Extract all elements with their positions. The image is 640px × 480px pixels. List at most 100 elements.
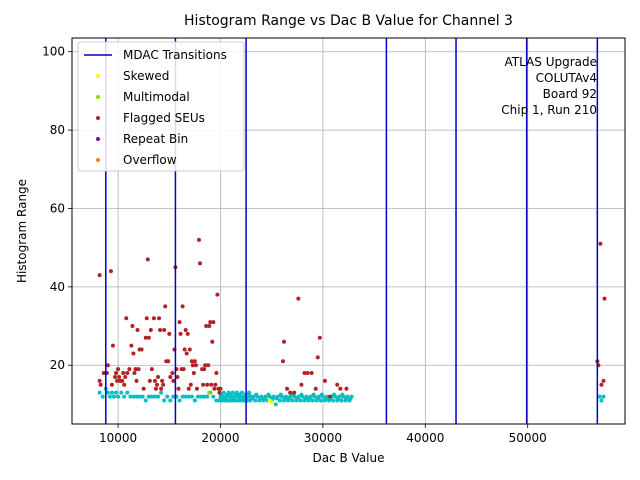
flagged-seu-point bbox=[207, 324, 212, 329]
flagged-seu-point bbox=[186, 386, 191, 391]
flagged-seu-point bbox=[115, 378, 120, 383]
flagged-seu-point bbox=[123, 374, 128, 379]
flagged-seu-point bbox=[218, 386, 223, 391]
normal-point bbox=[290, 398, 295, 403]
flagged-seu-point bbox=[281, 339, 286, 344]
flagged-seu-point bbox=[182, 347, 187, 352]
normal-point bbox=[97, 390, 102, 395]
flagged-seu-point bbox=[117, 374, 122, 379]
flagged-seu-point bbox=[166, 359, 171, 364]
normal-point bbox=[287, 396, 292, 401]
y-tick-label: 20 bbox=[50, 358, 65, 372]
flagged-seu-point bbox=[598, 241, 603, 246]
normal-point bbox=[299, 392, 304, 397]
flagged-seu-point bbox=[143, 335, 148, 340]
flagged-seu-point bbox=[156, 374, 161, 379]
flagged-seu-point bbox=[299, 382, 304, 387]
normal-point bbox=[319, 392, 324, 397]
normal-point bbox=[307, 396, 312, 401]
normal-point bbox=[168, 398, 173, 403]
normal-point bbox=[340, 392, 345, 397]
flagged-seu-point bbox=[178, 331, 183, 336]
normal-point bbox=[177, 398, 182, 403]
normal-point bbox=[228, 392, 233, 397]
x-tick-label: 50000 bbox=[509, 431, 547, 445]
flagged-seu-point bbox=[129, 343, 134, 348]
normal-point bbox=[195, 394, 200, 399]
normal-point bbox=[348, 396, 353, 401]
normal-point bbox=[311, 392, 316, 397]
normal-point bbox=[222, 396, 227, 401]
normal-point bbox=[318, 398, 323, 403]
flagged-seu-point bbox=[110, 343, 115, 348]
flagged-seu-point bbox=[204, 324, 209, 329]
flagged-seu-point bbox=[209, 382, 214, 387]
normal-point bbox=[125, 390, 130, 395]
flagged-seu-point bbox=[335, 382, 340, 387]
flagged-seu-point bbox=[145, 257, 150, 262]
legend-label: Overflow bbox=[123, 153, 177, 167]
flagged-seu-point bbox=[168, 374, 173, 379]
flagged-seu-point bbox=[193, 363, 198, 368]
flagged-seu-point bbox=[139, 347, 144, 352]
flagged-seu-point bbox=[208, 320, 213, 325]
x-tick-label: 40000 bbox=[406, 431, 444, 445]
normal-point bbox=[225, 392, 230, 397]
normal-point bbox=[202, 394, 207, 399]
normal-point bbox=[234, 392, 239, 397]
flagged-seu-point bbox=[120, 378, 125, 383]
legend-label: Skewed bbox=[123, 69, 169, 83]
normal-point bbox=[283, 396, 288, 401]
annotation-line: ATLAS Upgrade bbox=[504, 55, 597, 69]
flagged-seu-point bbox=[280, 359, 285, 364]
flagged-seu-point bbox=[122, 382, 127, 387]
flagged-seu-point bbox=[177, 320, 182, 325]
flagged-seu-point bbox=[202, 367, 207, 372]
flagged-seu-point bbox=[141, 386, 146, 391]
normal-point bbox=[298, 398, 303, 403]
axis-ticks: 10000 20000 30000 40000 50000 20 40 60 80 100 bbox=[42, 45, 547, 445]
flagged-seu-point bbox=[109, 382, 114, 387]
normal-point bbox=[270, 396, 275, 401]
normal-point bbox=[159, 390, 164, 395]
flagged-seu-point bbox=[322, 378, 327, 383]
flagged-seu-point bbox=[217, 390, 222, 395]
x-tick-label: 10000 bbox=[99, 431, 137, 445]
normal-point bbox=[332, 392, 337, 397]
flagged-seu-point bbox=[192, 359, 197, 364]
flagged-seu-point bbox=[302, 371, 307, 376]
flagged-seu-point bbox=[344, 386, 349, 391]
flagged-seu-point bbox=[101, 371, 106, 376]
normal-point bbox=[231, 396, 236, 401]
normal-point bbox=[310, 398, 315, 403]
flagged-seu-point bbox=[149, 367, 154, 372]
flagged-seu-point bbox=[194, 386, 199, 391]
normal-point bbox=[109, 390, 114, 395]
flagged-seu-point bbox=[309, 371, 314, 376]
flagged-seu-point bbox=[144, 316, 149, 321]
flagged-seu-point bbox=[203, 363, 208, 368]
normal-point bbox=[344, 396, 349, 401]
flagged-seu-point bbox=[175, 374, 180, 379]
flagged-seu-point bbox=[105, 363, 110, 368]
flagged-seu-point bbox=[170, 371, 175, 376]
normal-point bbox=[137, 394, 142, 399]
normal-point bbox=[143, 398, 148, 403]
normal-point bbox=[278, 392, 283, 397]
flagged-seu-point bbox=[161, 382, 166, 387]
flagged-seu-point bbox=[147, 378, 152, 383]
y-tick-label: 40 bbox=[50, 280, 65, 294]
flagged-seu-point bbox=[188, 382, 193, 387]
normal-point bbox=[273, 402, 278, 407]
flagged-seu-point bbox=[315, 355, 320, 360]
flagged-seu-point bbox=[146, 335, 151, 340]
flagged-seu-point bbox=[201, 382, 206, 387]
normal-point bbox=[262, 396, 267, 401]
flagged-seu-point bbox=[157, 316, 162, 321]
flagged-seu-point bbox=[176, 386, 181, 391]
normal-point bbox=[180, 394, 185, 399]
normal-point bbox=[246, 392, 251, 397]
y-tick-label: 80 bbox=[50, 123, 65, 137]
flagged-seu-point bbox=[296, 296, 301, 301]
flagged-seu-point bbox=[113, 374, 118, 379]
